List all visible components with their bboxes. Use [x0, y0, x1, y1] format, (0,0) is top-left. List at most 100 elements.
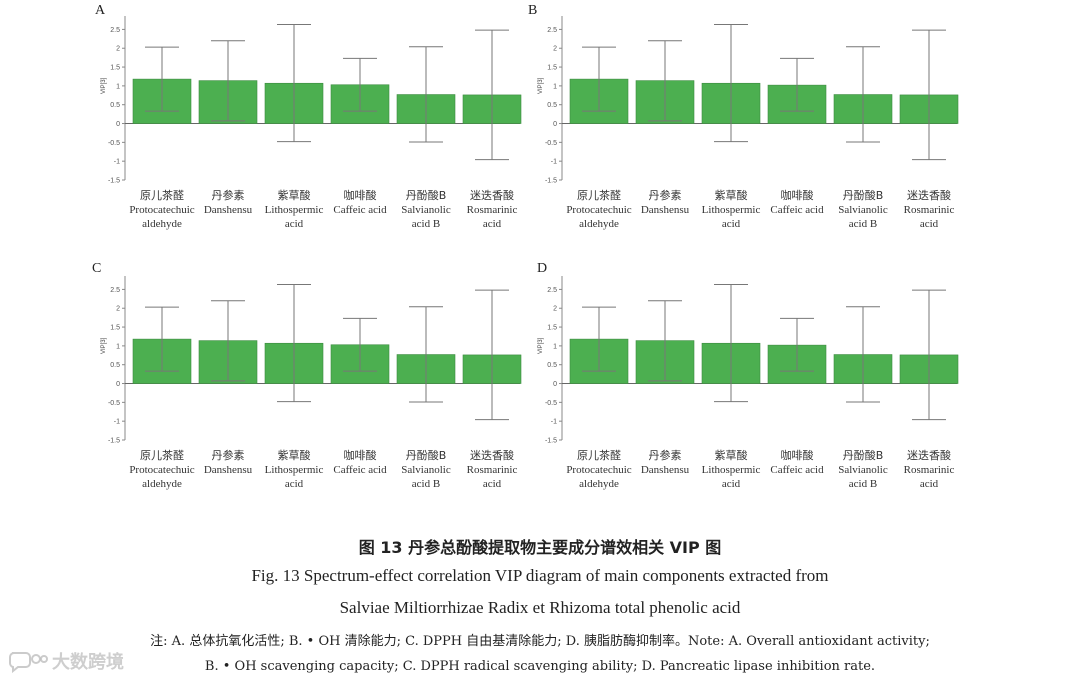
category-label-en: Rosmarinic: [467, 464, 518, 476]
vip-figure: A -1.5 -1 -0.5 0 0.5 1 1.5 2 2.5 VIP[3] 原儿茶醛 Protoca…: [92, 3, 959, 490]
y-axis-label: VIP[3]: [538, 77, 544, 94]
category-label-en: acid: [920, 218, 939, 230]
category-label-cn: 原儿茶醛: [577, 448, 621, 462]
y-tick-label: 0: [116, 381, 120, 388]
y-tick-label: 0: [553, 121, 557, 128]
y-tick-label: -0.5: [108, 400, 120, 407]
y-tick-label: 2: [553, 306, 557, 313]
y-tick-label: -1.5: [108, 178, 120, 185]
category-label-en: acid: [285, 218, 304, 230]
chart-panel-b: B -1.5 -1 -0.5 0 0.5 1 1.5 2 2.5 VIP[3] 原儿茶醛 Protoca…: [528, 3, 959, 230]
y-tick-label: 2.5: [547, 27, 557, 34]
category-label-en: aldehyde: [579, 478, 619, 490]
watermark: 大数跨境: [8, 648, 124, 674]
chart-panel-c: C -1.5 -1 -0.5 0 0.5 1 1.5 2 2.5 VIP[3] 原儿茶醛 Protoca…: [92, 261, 522, 490]
y-tick-label: -1: [114, 159, 120, 166]
y-tick-label: 2: [116, 306, 120, 313]
category-label-en: aldehyde: [142, 478, 182, 490]
category-label-cn: 原儿茶醛: [140, 188, 184, 202]
category-label-cn: 迷迭香酸: [470, 448, 514, 462]
y-tick-label: -1: [551, 159, 557, 166]
watermark-text: 大数跨境: [52, 652, 124, 673]
category-label-en: Protocatechuic: [566, 204, 631, 216]
category-label-en: Caffeic acid: [333, 204, 387, 216]
category-label-cn: 丹酚酸B: [406, 188, 447, 202]
category-label-cn: 原儿茶醛: [577, 188, 621, 202]
category-label-en: Danshensu: [204, 204, 253, 216]
category-label-en: Rosmarinic: [904, 204, 955, 216]
y-tick-label: -1: [114, 419, 120, 426]
category-label-en: acid: [722, 478, 741, 490]
category-label-cn: 咖啡酸: [781, 448, 814, 462]
category-label-en: acid: [722, 218, 741, 230]
category-label-cn: 咖啡酸: [781, 188, 814, 202]
category-label-en: acid B: [849, 218, 877, 230]
category-label-cn: 丹酚酸B: [843, 448, 884, 462]
category-label-en: Caffeic acid: [770, 464, 824, 476]
category-label-en: Salvianolic: [838, 204, 888, 216]
category-label-cn: 迷迭香酸: [907, 188, 951, 202]
category-label-en: acid B: [849, 478, 877, 490]
y-tick-label: -1: [551, 419, 557, 426]
y-tick-label: 2.5: [547, 287, 557, 294]
y-tick-label: 0.5: [110, 102, 120, 109]
y-tick-label: 0.5: [547, 362, 557, 369]
category-label-cn: 紫草酸: [278, 188, 311, 202]
category-label-cn: 丹酚酸B: [843, 188, 884, 202]
category-label-en: Rosmarinic: [467, 204, 518, 216]
y-axis-label: VIP[3]: [538, 337, 544, 354]
y-axis-label: VIP[3]: [101, 77, 107, 94]
category-label-en: Salvianolic: [401, 204, 451, 216]
category-label-en: aldehyde: [579, 218, 619, 230]
category-label-cn: 丹参素: [212, 188, 245, 202]
y-tick-label: 1.5: [547, 65, 557, 72]
figure-note-line2: B. • OH scavenging capacity; C. DPPH rad…: [204, 659, 876, 674]
y-tick-label: 2: [553, 46, 557, 53]
y-tick-label: 0.5: [110, 362, 120, 369]
panel-label: C: [92, 261, 101, 276]
panel-label: D: [537, 261, 547, 276]
y-tick-label: 1: [553, 83, 557, 90]
category-label-en: Caffeic acid: [770, 204, 824, 216]
y-tick-label: 1.5: [110, 325, 120, 332]
category-label-en: acid B: [412, 478, 440, 490]
y-tick-label: -1.5: [545, 438, 557, 445]
panel-label: B: [528, 3, 537, 18]
category-label-cn: 紫草酸: [715, 188, 748, 202]
category-label-cn: 原儿茶醛: [140, 448, 184, 462]
category-label-cn: 迷迭香酸: [470, 188, 514, 202]
y-tick-label: 1: [116, 343, 120, 350]
category-label-en: acid: [483, 478, 502, 490]
y-tick-label: 2.5: [110, 287, 120, 294]
category-label-en: Lithospermic: [702, 464, 761, 476]
chart-panel-d: D -1.5 -1 -0.5 0 0.5 1 1.5 2 2.5 VIP[3] 原儿茶醛 Protoca…: [537, 261, 959, 490]
category-label-en: Lithospermic: [702, 204, 761, 216]
y-tick-label: -0.5: [108, 140, 120, 147]
y-tick-label: 0: [553, 381, 557, 388]
category-label-cn: 丹参素: [649, 448, 682, 462]
category-label-en: acid: [285, 478, 304, 490]
y-tick-label: 0: [116, 121, 120, 128]
category-label-cn: 紫草酸: [715, 448, 748, 462]
category-label-en: Danshensu: [204, 464, 253, 476]
figure-caption-chinese: 图 13 丹参总酚酸提取物主要成分谱效相关 VIP 图: [358, 538, 722, 557]
category-label-en: Protocatechuic: [566, 464, 631, 476]
figure-note-line1: 注: A. 总体抗氧化活性; B. • OH 清除能力; C. DPPH 自由基…: [150, 634, 930, 649]
category-label-en: Protocatechuic: [129, 204, 194, 216]
category-label-en: aldehyde: [142, 218, 182, 230]
category-label-cn: 丹参素: [212, 448, 245, 462]
y-tick-label: -1.5: [108, 438, 120, 445]
category-label-en: Lithospermic: [265, 464, 324, 476]
category-label-en: acid: [920, 478, 939, 490]
panel-label: A: [95, 3, 106, 18]
category-label-cn: 丹参素: [649, 188, 682, 202]
y-tick-label: 1.5: [547, 325, 557, 332]
category-label-cn: 丹酚酸B: [406, 448, 447, 462]
category-label-en: Danshensu: [641, 204, 690, 216]
y-tick-label: -1.5: [545, 178, 557, 185]
chart-panel-a: A -1.5 -1 -0.5 0 0.5 1 1.5 2 2.5 VIP[3] 原儿茶醛 Protoca…: [95, 3, 522, 230]
y-tick-label: 2.5: [110, 27, 120, 34]
category-label-cn: 咖啡酸: [344, 448, 377, 462]
category-label-cn: 紫草酸: [278, 448, 311, 462]
category-label-en: acid B: [412, 218, 440, 230]
